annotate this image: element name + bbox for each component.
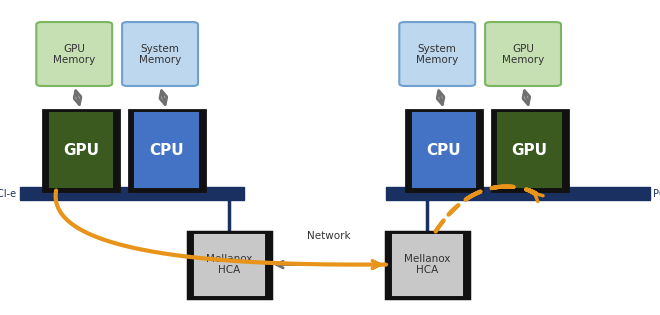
Text: CPU: CPU xyxy=(426,143,461,158)
Text: GPU: GPU xyxy=(512,143,548,158)
Text: CPU: CPU xyxy=(149,143,184,158)
Text: Mellanox
HCA: Mellanox HCA xyxy=(206,254,253,275)
Text: Mellanox
HCA: Mellanox HCA xyxy=(404,254,451,275)
Bar xyxy=(393,235,462,295)
Text: PCI-e: PCI-e xyxy=(0,189,16,199)
Bar xyxy=(498,113,561,187)
Bar xyxy=(20,187,244,200)
Text: GPU
Memory: GPU Memory xyxy=(502,43,544,65)
Bar xyxy=(135,113,198,187)
FancyBboxPatch shape xyxy=(485,22,561,86)
Bar xyxy=(386,232,469,298)
Text: System
Memory: System Memory xyxy=(139,43,182,65)
FancyBboxPatch shape xyxy=(36,22,112,86)
Text: PCI-e: PCI-e xyxy=(653,189,660,199)
Text: System
Memory: System Memory xyxy=(416,43,459,65)
Text: Network: Network xyxy=(306,231,350,241)
Bar xyxy=(406,110,482,191)
Bar xyxy=(386,187,650,200)
Bar xyxy=(129,110,205,191)
Bar xyxy=(50,113,112,187)
FancyBboxPatch shape xyxy=(122,22,198,86)
Bar xyxy=(492,110,568,191)
Bar xyxy=(43,110,119,191)
Bar xyxy=(412,113,475,187)
Bar xyxy=(188,232,271,298)
Text: GPU
Memory: GPU Memory xyxy=(53,43,96,65)
Bar xyxy=(195,235,264,295)
FancyBboxPatch shape xyxy=(399,22,475,86)
Text: GPU: GPU xyxy=(63,143,99,158)
